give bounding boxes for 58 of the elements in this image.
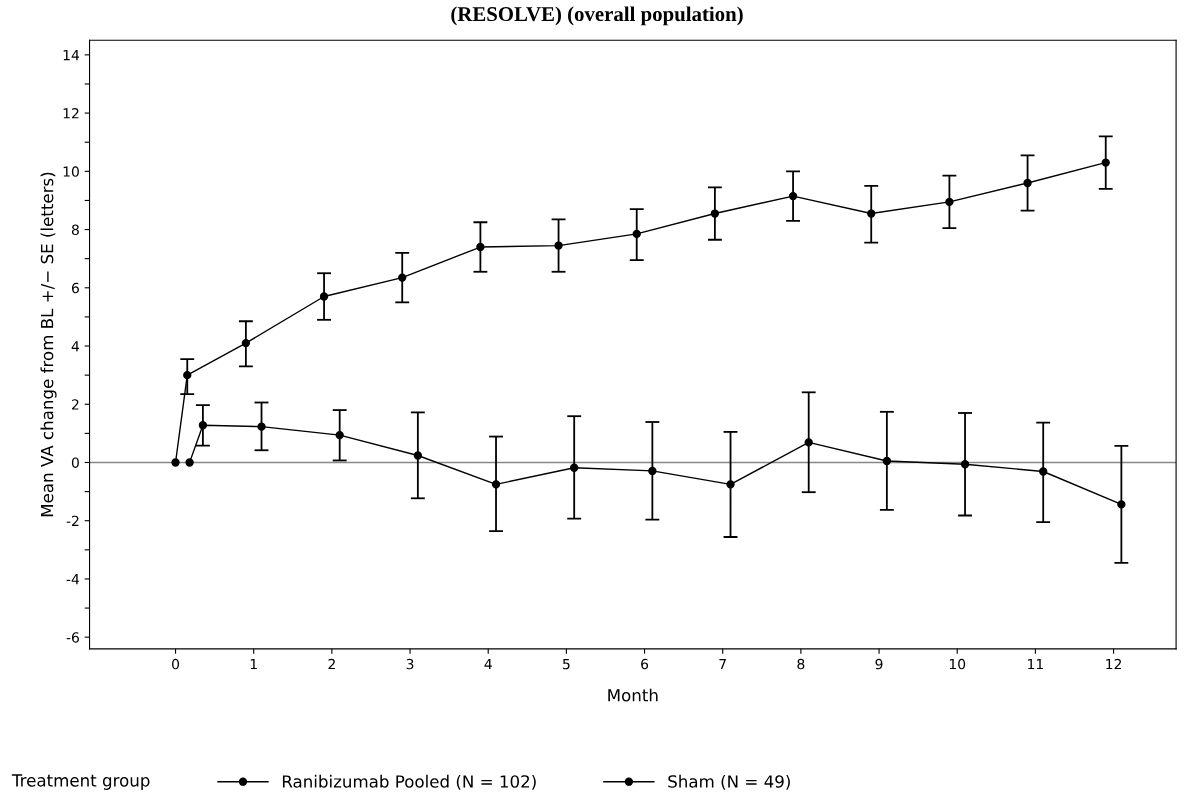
point [570, 463, 579, 472]
x-tick-label: 9 [875, 658, 883, 670]
x-tick-label: 8 [797, 658, 805, 670]
legend-label: Ranibizumab Pooled (N = 102) [282, 774, 536, 790]
y-tick-label: -6 [66, 632, 79, 643]
point [945, 197, 954, 207]
x-tick-label: 6 [641, 658, 649, 670]
x-tick-label: 0 [172, 658, 180, 670]
point [1117, 500, 1126, 509]
x-tick-label: 2 [328, 658, 335, 670]
x-tick-label: 12 [1106, 658, 1121, 670]
y-tick-label: -4 [66, 574, 80, 585]
point [183, 370, 192, 380]
point [319, 292, 329, 301]
x-axis-title: Month [608, 688, 658, 702]
x-tick-label: 4 [484, 658, 492, 670]
x-tick-label: 7 [719, 658, 726, 670]
point [398, 273, 407, 282]
point [171, 458, 180, 467]
point [710, 209, 720, 218]
x-tick-label: 10 [949, 658, 966, 670]
y-tick-label: 0 [71, 457, 79, 468]
legend-title: Treatment group [11, 774, 150, 790]
y-tick-label: 12 [63, 108, 79, 119]
y-tick-label: 8 [71, 224, 79, 236]
point [1101, 158, 1110, 167]
x-tick-label: 1 [250, 658, 257, 670]
point [554, 241, 563, 250]
point [882, 456, 892, 466]
point [726, 480, 735, 489]
point [648, 466, 657, 476]
y-tick-label: -2 [66, 515, 79, 526]
y-tick-label: 4 [71, 341, 80, 352]
point [476, 242, 485, 252]
point [788, 191, 798, 201]
point [1023, 178, 1032, 188]
point [804, 438, 813, 447]
point [491, 480, 501, 489]
point [335, 430, 344, 440]
point [1039, 467, 1048, 476]
point [867, 209, 876, 218]
x-tick-label: 3 [406, 658, 414, 670]
y-tick-label: 10 [63, 166, 79, 177]
point [257, 422, 266, 431]
point [185, 458, 194, 467]
point [413, 451, 423, 460]
x-tick-label: 5 [563, 658, 570, 670]
y-tick-label: 6 [71, 282, 79, 294]
x-tick-label: 11 [1028, 658, 1043, 670]
point [241, 338, 251, 348]
point [960, 460, 970, 469]
point [632, 229, 641, 239]
y-tick-label: 14 [63, 50, 80, 61]
chart-title: (RESOLVE) (overall population) [451, 6, 743, 26]
y-axis-title: Mean VA change from BL +/− SE (letters) [40, 172, 57, 517]
point [198, 421, 208, 430]
legend-label: Sham (N = 49) [668, 774, 790, 790]
y-tick-label: 2 [72, 399, 79, 410]
